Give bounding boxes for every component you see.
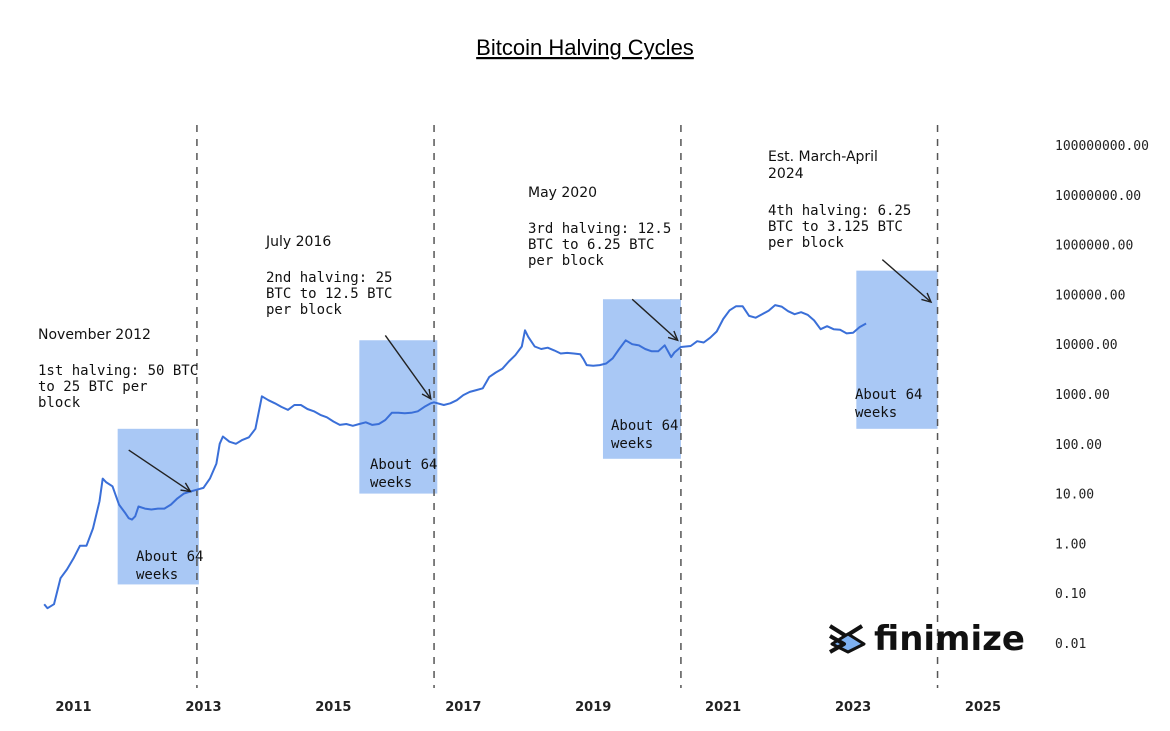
y-tick-label: 100000000.00	[1055, 139, 1149, 154]
x-tick-label: 2015	[315, 700, 351, 715]
annotation-arrow-2	[384, 335, 432, 401]
halving-detail-3: BTC to 6.25 BTC	[528, 237, 654, 253]
halving-detail-2: BTC to 12.5 BTC	[266, 286, 392, 302]
halving-date-1: November 2012	[38, 327, 151, 343]
y-tick-label: 10000000.00	[1055, 189, 1141, 204]
annotation-arrow-1	[128, 449, 192, 493]
y-tick-label: 0.10	[1055, 587, 1086, 602]
chart-title: Bitcoin Halving Cycles	[476, 35, 694, 60]
y-tick-label: 10000.00	[1055, 338, 1118, 353]
finimize-logo: finimize	[828, 619, 1025, 659]
halving-detail-1: block	[38, 395, 81, 411]
y-tick-label: 1000000.00	[1055, 239, 1133, 254]
box-label-2: About 64	[370, 457, 437, 473]
box-label-1: About 64	[136, 549, 203, 565]
y-axis-ticks: 100000000.00 10000000.00 1000000.00 100000.…	[1055, 139, 1149, 652]
halving-detail-4: per block	[768, 235, 844, 251]
halving-detail-2: per block	[266, 302, 342, 318]
box-label-1: weeks	[136, 567, 178, 583]
price-line	[43, 304, 867, 610]
halving-box-1	[117, 428, 199, 585]
y-tick-label: 0.01	[1055, 637, 1086, 652]
price-series	[43, 304, 867, 610]
x-tick-label: 2025	[965, 700, 1001, 715]
x-tick-label: 2013	[185, 700, 221, 715]
y-tick-label: 100000.00	[1055, 288, 1125, 303]
y-tick-label: 100.00	[1055, 438, 1102, 453]
annotation-arrow-4	[881, 259, 933, 304]
box-label-4: About 64	[855, 387, 922, 403]
x-tick-label: 2017	[445, 700, 481, 715]
x-axis-ticks: 2011 2013 2015 2017 2019 2021 2023 2025	[55, 700, 1001, 715]
box-label-4: weeks	[855, 405, 897, 421]
box-label-2: weeks	[370, 475, 412, 491]
halving-detail-4: 4th halving: 6.25	[768, 203, 911, 219]
halving-date-4: Est. March-April	[768, 149, 878, 165]
halving-detail-3: per block	[528, 253, 604, 269]
y-tick-label: 1.00	[1055, 537, 1086, 552]
x-tick-label: 2023	[835, 700, 871, 715]
y-tick-label: 10.00	[1055, 488, 1094, 503]
box-label-3: weeks	[611, 436, 653, 452]
x-tick-label: 2021	[705, 700, 741, 715]
halving-box-3	[602, 299, 681, 459]
halving-date-3: May 2020	[528, 185, 597, 201]
halving-box-2	[359, 340, 438, 494]
annotation-arrows	[128, 259, 933, 493]
halving-box-4	[856, 270, 938, 429]
x-tick-label: 2019	[575, 700, 611, 715]
halving-detail-2: 2nd halving: 25	[266, 270, 392, 286]
finimize-logo-icon	[828, 624, 866, 654]
halving-detail-1: to 25 BTC per	[38, 379, 148, 395]
halving-date-4: 2024	[768, 166, 804, 182]
halving-date-2: July 2016	[265, 234, 331, 250]
x-tick-label: 2011	[55, 700, 91, 715]
halving-guides	[196, 125, 939, 688]
y-tick-label: 1000.00	[1055, 388, 1110, 403]
halving-detail-3: 3rd halving: 12.5	[528, 221, 671, 237]
box-label-3: About 64	[611, 418, 678, 434]
halving-detail-4: BTC to 3.125 BTC	[768, 219, 903, 235]
halving-boxes	[117, 270, 938, 585]
finimize-logo-text: finimize	[874, 619, 1025, 659]
halving-detail-1: 1st halving: 50 BTC	[38, 363, 198, 379]
annotation-arrow-3	[631, 298, 679, 342]
